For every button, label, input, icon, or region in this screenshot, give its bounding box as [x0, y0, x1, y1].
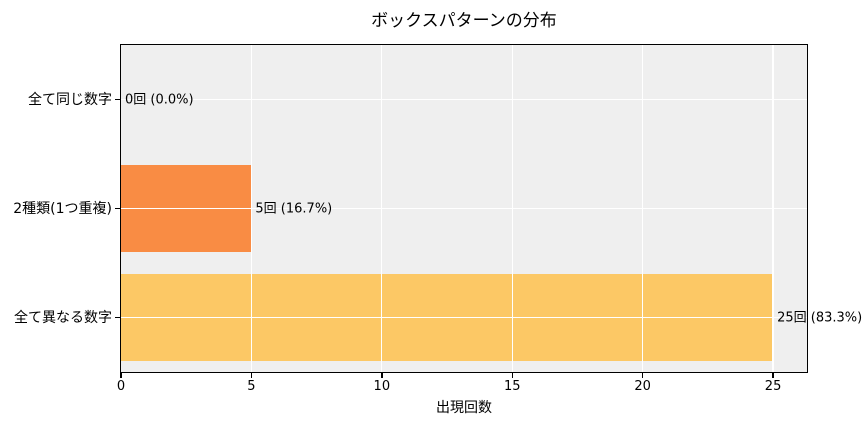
- x-tick-mark: [511, 373, 513, 378]
- x-tick-mark: [381, 373, 383, 378]
- bar-value-label: 5回 (16.7%): [255, 201, 333, 216]
- y-tick-label: 全て同じ数字: [28, 91, 112, 108]
- grid-line-horizontal: [121, 316, 807, 319]
- bar-value-label: 0回 (0.0%): [125, 92, 194, 107]
- y-tick-mark: [115, 98, 120, 101]
- y-tick-mark: [115, 207, 120, 210]
- x-tick-label: 25: [764, 379, 782, 394]
- grid-line-horizontal: [121, 98, 807, 101]
- x-tick-label: 0: [116, 379, 126, 394]
- grid-line-horizontal: [121, 207, 807, 210]
- x-tick-label: 20: [634, 379, 651, 394]
- y-tick-label: 全て異なる数字: [14, 309, 112, 326]
- x-tick-mark: [250, 373, 253, 378]
- x-tick-mark: [772, 373, 774, 378]
- bar-value-label: 25回 (83.3%): [777, 310, 863, 325]
- chart-title: ボックスパターンの分布: [371, 11, 557, 31]
- y-tick-mark: [115, 316, 120, 319]
- x-tick-label: 5: [247, 379, 256, 394]
- x-tick-label: 15: [503, 379, 521, 394]
- plot-area: 0回 (0.0%) 5回 (16.7%) 25回 (83.3%): [120, 44, 862, 373]
- x-tick-label: 10: [373, 379, 391, 394]
- x-tick-mark: [120, 373, 122, 378]
- y-tick-label: 2種類(1つ重複): [13, 200, 112, 217]
- x-axis-label: 出現回数: [436, 400, 492, 416]
- x-tick-mark: [641, 373, 644, 378]
